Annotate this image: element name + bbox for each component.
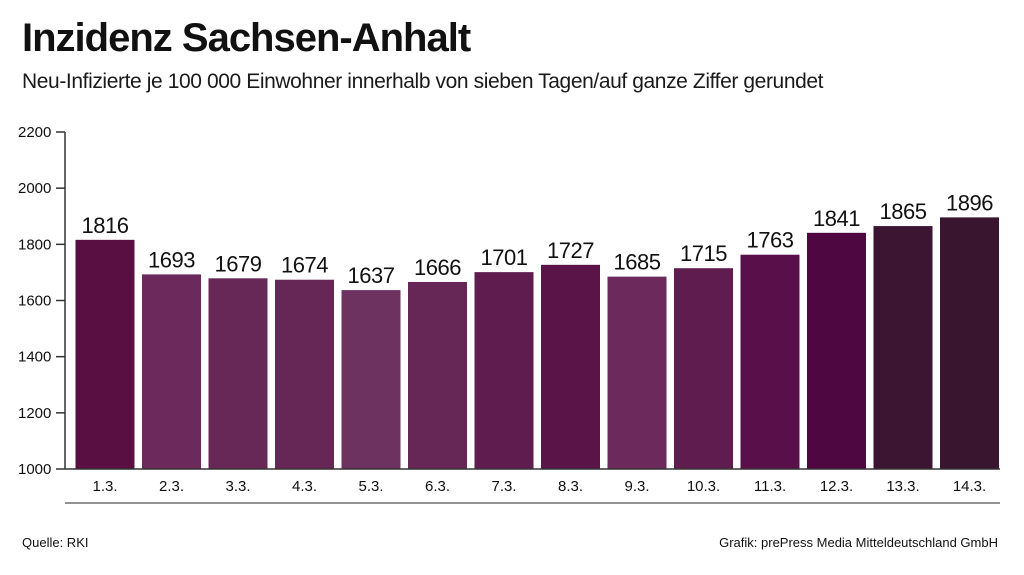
x-tick-label: 9.3. <box>624 478 649 495</box>
chart-title: Inzidenz Sachsen-Anhalt <box>22 16 471 60</box>
x-tick-label: 6.3. <box>425 478 450 495</box>
x-tick-label: 7.3. <box>491 478 516 495</box>
bar-value-label: 1816 <box>82 213 129 238</box>
y-tick-label: 1400 <box>18 349 51 366</box>
x-tick-label: 10.3. <box>687 478 720 495</box>
x-tick-label: 11.3. <box>754 478 786 495</box>
bar-value-label: 1674 <box>281 253 328 278</box>
bar <box>740 254 800 469</box>
bar-value-label: 1685 <box>614 250 661 275</box>
x-tick-label: 1.3. <box>92 478 117 495</box>
bar <box>674 268 733 469</box>
y-tick-label: 1800 <box>18 236 51 253</box>
bar <box>341 290 401 469</box>
bar <box>940 217 999 469</box>
bar-value-label: 1896 <box>946 190 993 215</box>
bar <box>873 226 933 469</box>
y-tick-label: 1000 <box>18 461 51 478</box>
chart-subtitle: Neu-Infizierte je 100 000 Einwohner inne… <box>22 70 824 93</box>
x-axis-labels: 1.3. 2.3. 3.3. 4.3. 5.3. 6.3. 7.3. 8.3. 9.3. 10.3… <box>92 478 986 495</box>
bar <box>474 272 534 469</box>
x-tick-label: 3.3. <box>225 478 250 495</box>
source-note: Quelle: RKI <box>22 535 89 550</box>
bar <box>142 274 201 469</box>
x-tick-label: 13.3. <box>886 478 919 495</box>
y-tick-label: 2000 <box>18 180 51 197</box>
x-tick-label: 8.3. <box>558 478 583 495</box>
bar-value-label: 1715 <box>680 241 727 266</box>
bar <box>541 264 600 469</box>
bar <box>75 239 135 469</box>
x-tick-label: 2.3. <box>159 478 184 495</box>
bar-value-label: 1666 <box>414 255 461 280</box>
bar-value-label: 1763 <box>747 228 794 253</box>
x-tick-label: 14.3. <box>953 478 986 495</box>
bar <box>275 279 334 469</box>
bar <box>208 278 268 469</box>
bar-value-label: 1865 <box>880 199 927 224</box>
value-labels-group: 1816 1693 1679 1674 1637 1666 1701 1727 1685 1715… <box>82 190 994 288</box>
y-tick-label: 1200 <box>18 405 51 422</box>
bar-value-label: 1841 <box>813 206 860 231</box>
bar-value-label: 1701 <box>481 245 528 270</box>
y-tick-label: 2200 <box>18 124 51 141</box>
bars-group <box>75 217 999 469</box>
x-tick-label: 12.3. <box>820 478 853 495</box>
bar <box>408 281 467 469</box>
bar-value-label: 1727 <box>547 238 594 263</box>
x-tick-label: 5.3. <box>358 478 383 495</box>
bar-value-label: 1693 <box>148 247 195 272</box>
credit-note: Grafik: prePress Media Mitteldeutschland… <box>719 535 998 550</box>
y-tick-label: 1600 <box>18 293 51 310</box>
x-tick-label: 4.3. <box>292 478 317 495</box>
bar <box>807 232 866 469</box>
y-axis: 1000 1200 1400 1600 1800 2000 2200 <box>18 124 65 478</box>
bar-value-label: 1637 <box>348 263 395 288</box>
bar-value-label: 1679 <box>215 251 262 276</box>
bar <box>607 276 667 469</box>
